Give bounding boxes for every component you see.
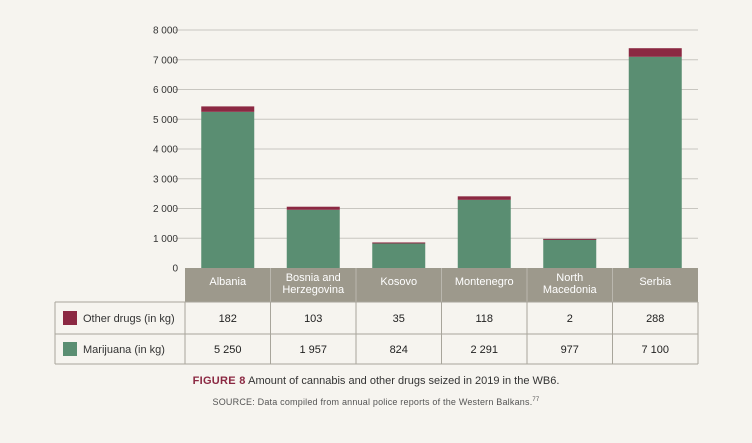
y-tick-label: 1 000 <box>153 234 178 245</box>
bar-marijuana <box>543 238 597 268</box>
table-cell: 288 <box>646 313 664 325</box>
bar-marijuana <box>201 111 255 268</box>
bar-other-drugs <box>201 106 255 112</box>
bar-other-drugs <box>372 242 426 244</box>
table-cell: 977 <box>561 344 579 356</box>
table-cell: 2 <box>567 313 573 325</box>
table-cell: 118 <box>475 313 493 325</box>
table-cell: 824 <box>390 344 408 356</box>
legend-swatch <box>63 342 77 356</box>
table-cell: 35 <box>393 313 405 325</box>
bar-other-drugs <box>286 206 340 210</box>
bar-marijuana <box>457 199 511 268</box>
bar-other-drugs <box>628 48 682 57</box>
table-cell: 2 291 <box>470 344 498 356</box>
y-tick-label: 3 000 <box>153 174 178 185</box>
category-label: North <box>556 272 583 284</box>
y-tick-label: 2 000 <box>153 204 178 215</box>
y-tick-label: 0 <box>172 264 178 275</box>
source-text: SOURCE: Data compiled from annual police… <box>212 397 533 407</box>
legend-label: Marijuana (in kg) <box>83 344 165 356</box>
bar-other-drugs <box>543 238 597 240</box>
category-label: Macedonia <box>543 284 598 296</box>
bar-marijuana <box>372 243 426 268</box>
y-tick-label: 6 000 <box>153 85 178 96</box>
figure-caption: FIGURE 8 Amount of cannabis and other dr… <box>0 375 752 387</box>
figure-title: Amount of cannabis and other drugs seize… <box>245 375 560 387</box>
figure-source: SOURCE: Data compiled from annual police… <box>0 397 752 407</box>
table-cell: 5 250 <box>214 344 242 356</box>
y-tick-label: 4 000 <box>153 145 178 156</box>
bar-marijuana <box>628 56 682 269</box>
category-label: Bosnia and <box>286 272 341 284</box>
source-footnote: 77 <box>532 397 540 403</box>
figure-label: FIGURE 8 <box>192 375 246 387</box>
category-label: Montenegro <box>455 276 514 288</box>
legend-swatch <box>63 311 77 325</box>
bar-marijuana <box>286 209 340 268</box>
category-label: Albania <box>209 276 247 288</box>
bar-other-drugs <box>457 196 511 200</box>
category-label: Herzegovina <box>282 284 345 296</box>
y-tick-label: 8 000 <box>153 26 178 37</box>
table-cell: 182 <box>219 313 237 325</box>
table-cell: 7 100 <box>641 344 669 356</box>
category-label: Kosovo <box>380 276 417 288</box>
table-cell: 103 <box>304 313 322 325</box>
y-tick-label: 7 000 <box>153 55 178 66</box>
legend-label: Other drugs (in kg) <box>83 313 175 325</box>
table-cell: 1 957 <box>299 344 327 356</box>
y-tick-label: 5 000 <box>153 115 178 126</box>
category-label: Serbia <box>639 276 672 288</box>
